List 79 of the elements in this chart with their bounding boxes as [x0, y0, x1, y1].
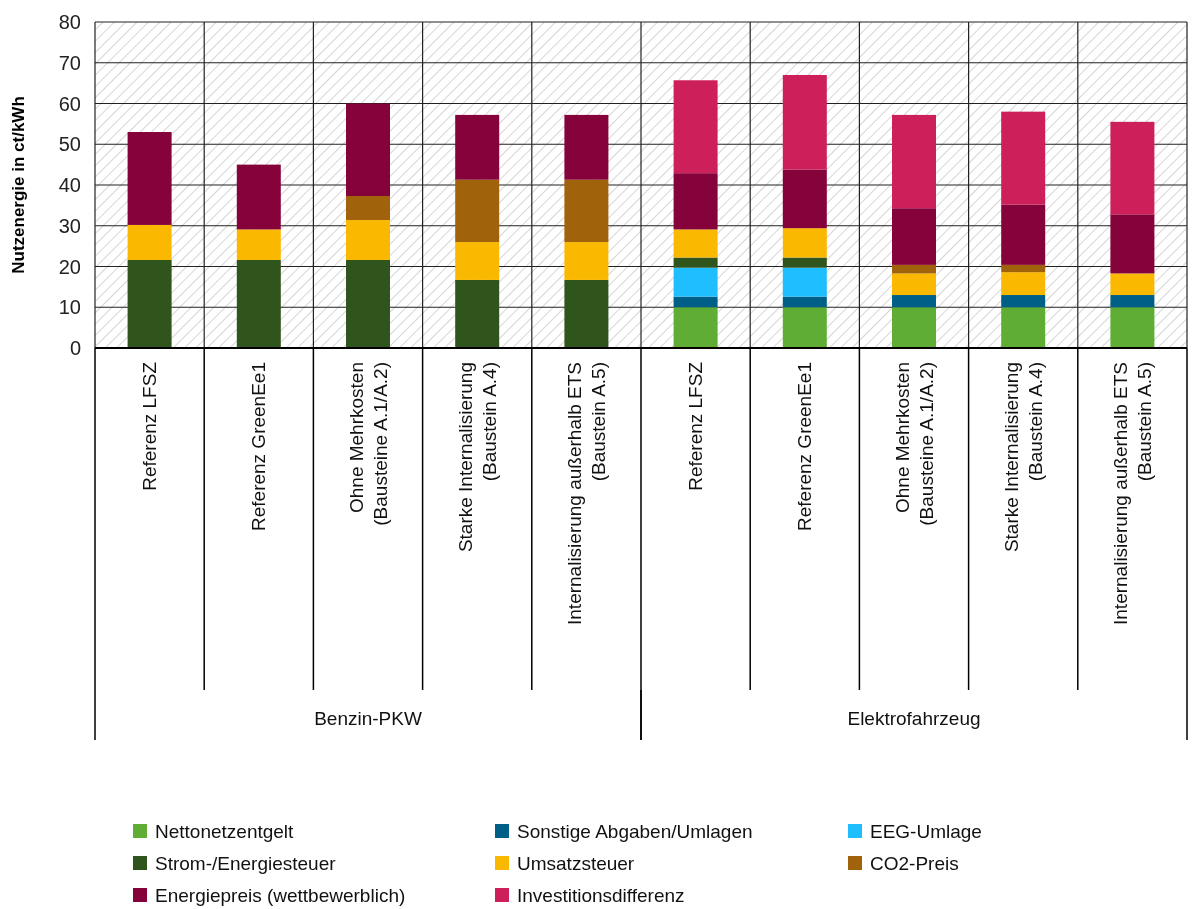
x-tick-label: Ohne Mehrkosten (Bausteine A.1/A.2) — [345, 362, 391, 526]
x-tick-label: Internalisierung außerhalb ETS (Baustein A.5) — [564, 362, 610, 625]
text: Benzin-PKW — [314, 708, 422, 729]
bar — [564, 242, 609, 280]
bar — [1001, 111, 1046, 205]
y-tick-label: 0 — [69, 337, 81, 359]
bar — [1110, 307, 1155, 348]
bar — [1110, 214, 1155, 274]
bar — [1110, 121, 1155, 215]
x-tick-label: Referenz GreenEe1 — [248, 362, 270, 531]
y-tick-label: 80 — [58, 11, 81, 33]
bar — [892, 264, 936, 274]
bar — [236, 259, 281, 348]
x-tick-label: Referenz GreenEe1 — [794, 362, 816, 531]
bar — [236, 229, 281, 260]
x-tick-label: Starke Internalisierung (Baustein A.4) — [454, 362, 500, 553]
y-tick-label: 30 — [58, 214, 81, 237]
bar — [455, 279, 500, 348]
bar — [782, 169, 827, 229]
bar — [673, 296, 718, 308]
bar — [1001, 295, 1046, 308]
bar — [673, 267, 718, 297]
y-axis-title: Nutzenergie in ct/kWh — [9, 96, 28, 274]
bar — [455, 114, 500, 180]
y-tick-label: 60 — [58, 92, 81, 115]
bar — [127, 132, 172, 225]
x-tick-label: Referenz LFSZ — [139, 361, 161, 491]
x-tick-label: Ohne Mehrkosten (Bausteine A.1/A.2) — [891, 362, 937, 526]
bar — [782, 74, 827, 170]
bar — [1001, 307, 1046, 348]
legend-label: Nettonetzentgelt — [155, 820, 295, 842]
bar — [346, 220, 390, 260]
bar — [455, 179, 500, 243]
bar — [673, 173, 718, 230]
bar — [892, 114, 936, 209]
bar — [564, 114, 609, 180]
bar — [892, 295, 936, 308]
bar — [673, 229, 718, 258]
bar — [673, 307, 718, 348]
x-tick-label: Referenz LFSZ — [685, 361, 707, 491]
legend-label: EEG-Umlage — [870, 820, 982, 842]
bar — [892, 208, 936, 265]
y-tick-label: 10 — [58, 296, 81, 319]
bar — [127, 259, 172, 348]
bar — [892, 273, 936, 296]
bar — [782, 228, 827, 258]
bar — [782, 257, 827, 268]
bar — [782, 296, 827, 308]
bar — [127, 224, 172, 260]
legend-label: Umsatzsteuer — [517, 852, 635, 874]
bar — [1110, 295, 1155, 308]
x-tick-label: Internalisierung außerhalb ETS (Baustein A.5) — [1110, 362, 1156, 625]
bar — [346, 103, 390, 196]
bar — [455, 242, 500, 280]
bar — [673, 80, 718, 174]
legend-label: Strom-/Energiesteuer — [155, 852, 337, 874]
bar — [1001, 264, 1046, 273]
x-tick-label: Starke Internalisierung (Baustein A.4) — [1000, 362, 1046, 553]
bar — [564, 279, 609, 348]
bar — [1001, 204, 1046, 265]
legend-label: CO2-Preis — [870, 852, 959, 874]
y-tick-label: 40 — [58, 174, 81, 196]
bar — [346, 196, 390, 221]
bar — [782, 307, 827, 348]
bar — [1110, 273, 1155, 296]
legend-label: Energiepreis (wettbewerblich) — [155, 884, 406, 906]
legend-label: Investitionsdifferenz — [517, 884, 685, 906]
bar — [346, 259, 390, 348]
bar — [236, 164, 281, 230]
bar — [673, 257, 718, 268]
bar — [1001, 272, 1046, 296]
text: Elektrofahrzeug — [847, 708, 981, 729]
legend-label: Sonstige Abgaben/Umlagen — [517, 820, 753, 842]
bar — [564, 179, 609, 243]
y-tick-label: 20 — [58, 255, 81, 278]
y-tick-label: 70 — [58, 51, 81, 74]
y-tick-label: 50 — [58, 133, 81, 156]
bar — [782, 267, 827, 297]
bar — [892, 307, 936, 348]
